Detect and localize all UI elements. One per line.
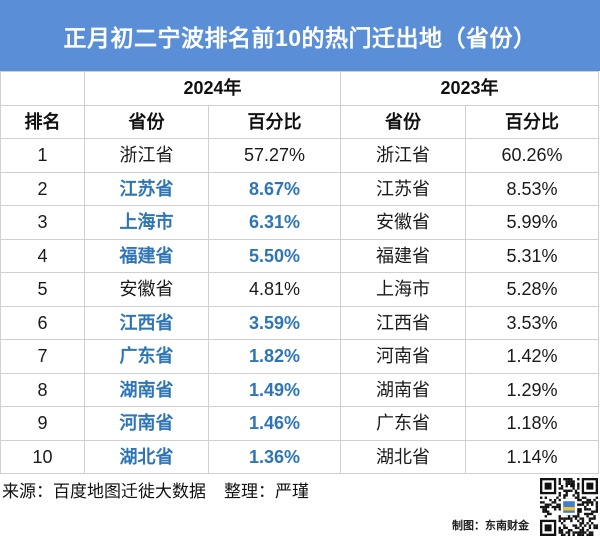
- province-2023-cell: 安徽省: [340, 205, 467, 240]
- percent-2023-cell: 5.99%: [465, 205, 600, 240]
- province-2024-cell: 江西省: [84, 305, 209, 340]
- percent-2023-cell: 8.53%: [465, 171, 600, 206]
- table-row: 6 江西省 3.59% 江西省 3.53%: [0, 305, 600, 340]
- table-row: 7 广东省 1.82% 河南省 1.42%: [0, 339, 600, 374]
- percent-2023-cell: 1.18%: [465, 406, 600, 441]
- rank-cell: 10: [0, 439, 85, 474]
- province-2023-cell: 广东省: [340, 406, 467, 441]
- province-2023-cell: 湖南省: [340, 372, 467, 407]
- province-2024-cell: 河南省: [84, 406, 209, 441]
- percent-2024-header: 百分比: [207, 104, 342, 139]
- percent-2024-cell: 1.46%: [207, 406, 342, 441]
- blank-header-cell: [0, 71, 85, 106]
- percent-2023-cell: 5.31%: [465, 238, 600, 273]
- percent-2023-cell: 1.29%: [465, 372, 600, 407]
- province-2024-cell: 浙江省: [84, 138, 209, 173]
- percent-2023-header: 百分比: [465, 104, 600, 139]
- province-2024-cell: 上海市: [84, 205, 209, 240]
- percent-2024-cell: 3.59%: [207, 305, 342, 340]
- page-title: 正月初二宁波排名前10的热门迁出地（省份）: [63, 24, 537, 51]
- province-2024-header: 省份: [84, 104, 209, 139]
- rank-cell: 2: [0, 171, 85, 206]
- percent-2024-cell: 6.31%: [207, 205, 342, 240]
- migration-table: 2024年 2023年 排名 省份 百分比 省份 百分比 1 浙江省 57.27…: [0, 71, 600, 474]
- province-2023-cell: 河南省: [340, 339, 467, 374]
- source-note: 来源：百度地图迁徙大数据 整理：严瑾: [2, 480, 309, 504]
- percent-2024-cell: 5.50%: [207, 238, 342, 273]
- province-2024-cell: 安徽省: [84, 272, 209, 307]
- table-row: 2 江苏省 8.67% 江苏省 8.53%: [0, 171, 600, 206]
- year-header-2024: 2024年: [83, 71, 342, 106]
- province-2024-cell: 湖南省: [84, 372, 209, 407]
- percent-2023-cell: 1.14%: [465, 439, 600, 474]
- table-row: 10 湖北省 1.36% 湖北省 1.14%: [0, 439, 600, 474]
- percent-2023-cell: 1.42%: [465, 339, 600, 374]
- province-2023-cell: 福建省: [340, 238, 467, 273]
- table-row: 5 安徽省 4.81% 上海市 5.28%: [0, 272, 600, 307]
- credit-text: 制图：东南财金: [452, 520, 529, 532]
- province-2023-cell: 上海市: [340, 272, 467, 307]
- province-2024-cell: 福建省: [84, 238, 209, 273]
- rank-cell: 1: [0, 138, 85, 173]
- rank-header: 排名: [0, 104, 85, 139]
- table-row: 4 福建省 5.50% 福建省 5.31%: [0, 238, 600, 273]
- province-2024-cell: 江苏省: [84, 171, 209, 206]
- rank-cell: 5: [0, 272, 85, 307]
- percent-2024-cell: 1.82%: [207, 339, 342, 374]
- editor-text: 整理：严瑾: [224, 482, 309, 501]
- percent-2024-cell: 4.81%: [207, 272, 342, 307]
- province-2024-cell: 广东省: [84, 339, 209, 374]
- percent-2024-cell: 57.27%: [207, 138, 342, 173]
- table-row: 8 湖南省 1.49% 湖南省 1.29%: [0, 372, 600, 407]
- title-banner: 正月初二宁波排名前10的热门迁出地（省份）: [0, 0, 600, 71]
- percent-2023-cell: 60.26%: [465, 138, 600, 173]
- rank-cell: 6: [0, 305, 85, 340]
- rank-cell: 9: [0, 406, 85, 441]
- rank-cell: 3: [0, 205, 85, 240]
- table-row: 9 河南省 1.46% 广东省 1.18%: [0, 406, 600, 441]
- percent-2024-cell: 1.49%: [207, 372, 342, 407]
- province-2023-header: 省份: [340, 104, 467, 139]
- province-2023-cell: 江苏省: [340, 171, 467, 206]
- year-header-2023: 2023年: [340, 71, 600, 106]
- percent-2023-cell: 3.53%: [465, 305, 600, 340]
- column-header-row: 排名 省份 百分比 省份 百分比: [0, 104, 600, 139]
- rank-cell: 7: [0, 339, 85, 374]
- rank-cell: 8: [0, 372, 85, 407]
- source-text: 来源：百度地图迁徙大数据: [2, 482, 206, 501]
- rank-cell: 4: [0, 238, 85, 273]
- table-row: 1 浙江省 57.27% 浙江省 60.26%: [0, 138, 600, 173]
- province-2023-cell: 浙江省: [340, 138, 467, 173]
- province-2023-cell: 湖北省: [340, 439, 467, 474]
- qr-code: [540, 478, 598, 536]
- percent-2023-cell: 5.28%: [465, 272, 600, 307]
- province-2024-cell: 湖北省: [84, 439, 209, 474]
- percent-2024-cell: 8.67%: [207, 171, 342, 206]
- province-2023-cell: 江西省: [340, 305, 467, 340]
- percent-2024-cell: 1.36%: [207, 439, 342, 474]
- year-header-row: 2024年 2023年: [0, 71, 600, 106]
- table-row: 3 上海市 6.31% 安徽省 5.99%: [0, 205, 600, 240]
